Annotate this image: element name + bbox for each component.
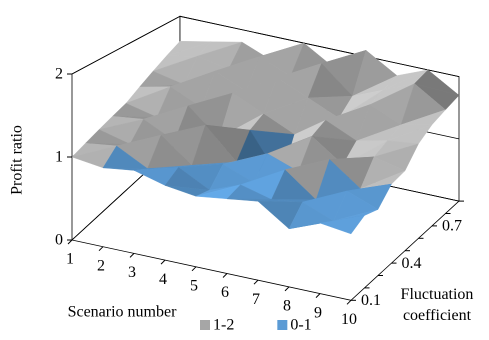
x-tick bbox=[129, 253, 135, 258]
legend-label: 0-1 bbox=[290, 317, 311, 334]
x-tick bbox=[284, 286, 290, 292]
x-tick-label: 7 bbox=[252, 291, 260, 308]
x-tick bbox=[315, 293, 321, 298]
x-tick-label: 9 bbox=[314, 304, 322, 321]
surface-facet bbox=[319, 215, 365, 235]
x-tick-label: 1 bbox=[66, 251, 74, 268]
z-axis-title: Fluctuation coefficient bbox=[400, 286, 474, 324]
x-tick bbox=[67, 239, 73, 245]
z-tick-label: 0.7 bbox=[442, 218, 462, 235]
legend-swatch bbox=[277, 320, 288, 330]
x-tick-label: 8 bbox=[283, 298, 291, 315]
z-tick-label: 0.4 bbox=[402, 255, 422, 272]
x-tick-label: 6 bbox=[221, 284, 229, 301]
x-tick-label: 3 bbox=[128, 264, 136, 281]
x-axis-title: Scenario number bbox=[68, 304, 178, 321]
z-tick-label: 0.1 bbox=[361, 292, 381, 309]
y-tick-label: 0 bbox=[55, 232, 63, 249]
x-tick bbox=[346, 299, 352, 305]
x-tick bbox=[253, 279, 259, 285]
x-tick bbox=[160, 259, 166, 265]
x-tick bbox=[98, 246, 104, 252]
x-tick-label: 2 bbox=[97, 257, 105, 274]
x-tick-label: 4 bbox=[159, 271, 167, 288]
x-tick bbox=[191, 266, 197, 272]
x-tick-label: 10 bbox=[341, 311, 357, 328]
y-axis-title: Profit ratio bbox=[9, 125, 26, 195]
y-tick-label: 1 bbox=[55, 149, 63, 166]
x-tick bbox=[222, 273, 228, 278]
x-tick-label: 5 bbox=[190, 277, 198, 294]
legend-label: 1-2 bbox=[213, 317, 234, 334]
y-tick-label: 2 bbox=[55, 66, 63, 83]
legend-swatch bbox=[200, 320, 210, 330]
